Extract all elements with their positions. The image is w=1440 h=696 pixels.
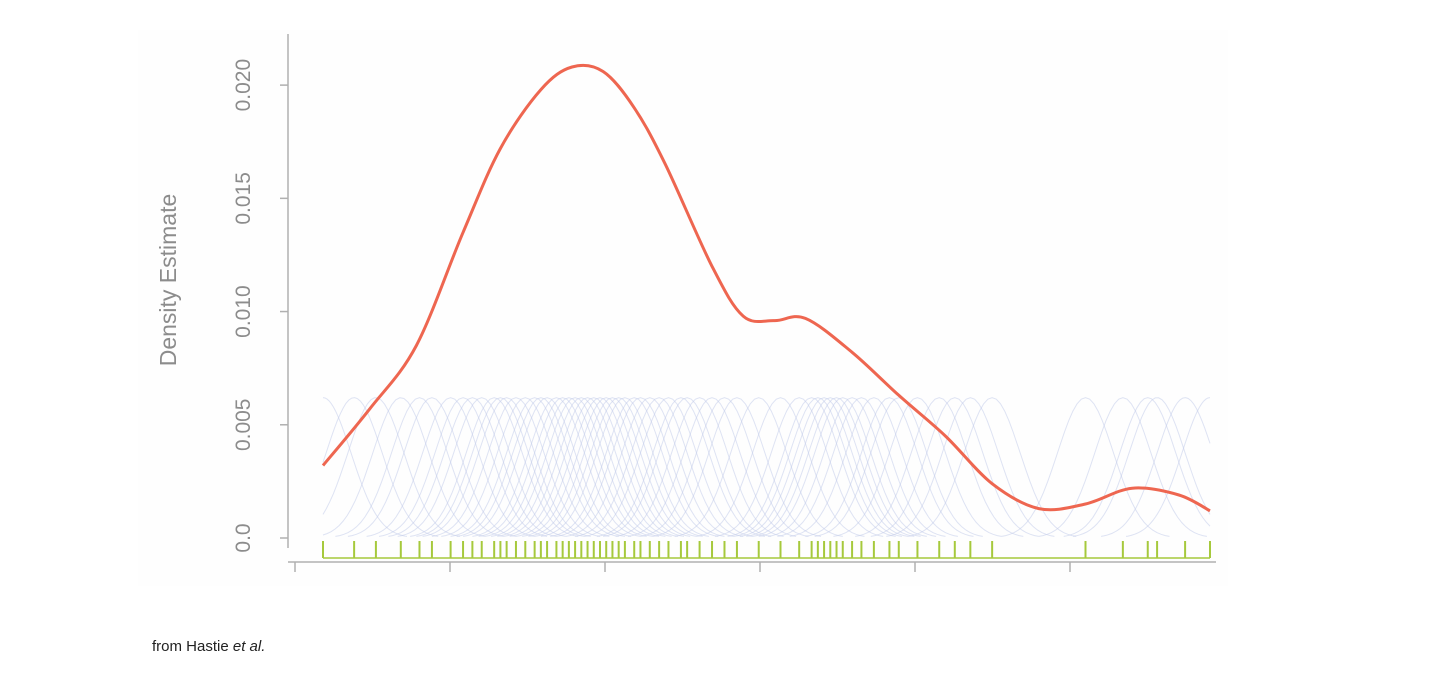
kernel-curve	[1073, 397, 1211, 537]
y-tick-label: 0.010	[232, 285, 255, 338]
caption-emphasis: et al.	[232, 638, 266, 655]
kernel-curve	[674, 397, 843, 537]
kernel-curve	[1038, 397, 1207, 537]
kernel-curve	[565, 397, 734, 537]
kernel-curve	[596, 397, 765, 537]
kernel-curve	[478, 397, 647, 537]
y-tick-label: 0.005	[232, 398, 255, 451]
kernel-curve	[450, 397, 619, 537]
x-axis	[288, 561, 1216, 572]
kernel-curve	[497, 397, 666, 537]
kernel-curve	[696, 397, 865, 537]
density-plot: 0.0 0.005 0.010 0.015 0.020 Density Estimate	[155, 34, 1216, 572]
kernel-curve	[652, 397, 822, 537]
kernel-curve	[1001, 397, 1170, 537]
kernel-curve	[715, 397, 884, 537]
rug-marks	[322, 541, 1211, 559]
caption-prefix: from Hastie	[152, 638, 233, 655]
kernel-curve	[789, 397, 958, 537]
kernel-curve	[908, 397, 1077, 537]
kernel-curve	[805, 397, 974, 537]
kernel-curve	[431, 397, 601, 537]
y-tick-label: 0.0	[232, 523, 255, 552]
kernel-curve	[833, 397, 1002, 537]
kernel-curve	[746, 397, 915, 537]
kernel-curve	[768, 397, 937, 537]
density-figure: 0.0 0.005 0.010 0.015 0.020 Density Estimate	[138, 30, 1228, 586]
kernel-curve	[509, 397, 678, 537]
kernel-curve	[733, 397, 902, 537]
figure-caption: from Hastie et al.	[152, 638, 265, 655]
y-axis: 0.0 0.005 0.010 0.015 0.020	[232, 34, 289, 553]
kernel-curve	[1063, 397, 1211, 537]
density-curve	[321, 63, 1211, 513]
kernel-curve	[727, 397, 896, 537]
kernel-curve	[1101, 397, 1211, 537]
y-tick-label: 0.020	[232, 59, 255, 112]
kernel-curve	[388, 397, 557, 537]
kernel-curve	[556, 397, 725, 537]
kernel-curve	[855, 397, 1024, 537]
kernel-curve	[814, 397, 983, 537]
kernel-curve	[322, 397, 460, 537]
kernel-curve	[886, 397, 1055, 537]
kernel-curve	[575, 397, 744, 537]
kernel-curve	[522, 397, 691, 537]
kernel-curve	[347, 397, 517, 537]
kernel-curve	[870, 397, 1039, 537]
kernel-curve	[739, 397, 909, 537]
kernel-curve	[335, 397, 504, 537]
y-tick-label: 0.015	[232, 172, 255, 225]
kernel-curve	[441, 397, 610, 537]
y-axis-label: Density Estimate	[155, 194, 181, 367]
kernel-curve	[322, 397, 408, 537]
kernel-curve	[550, 397, 719, 537]
kernel-curve	[534, 397, 703, 537]
kernel-curve	[322, 397, 439, 537]
kernel-curve	[752, 397, 921, 537]
kernel-curve	[456, 397, 625, 537]
kernel-curve	[322, 397, 485, 537]
kernel-curve	[777, 397, 946, 537]
kernel-curves	[322, 397, 1211, 537]
